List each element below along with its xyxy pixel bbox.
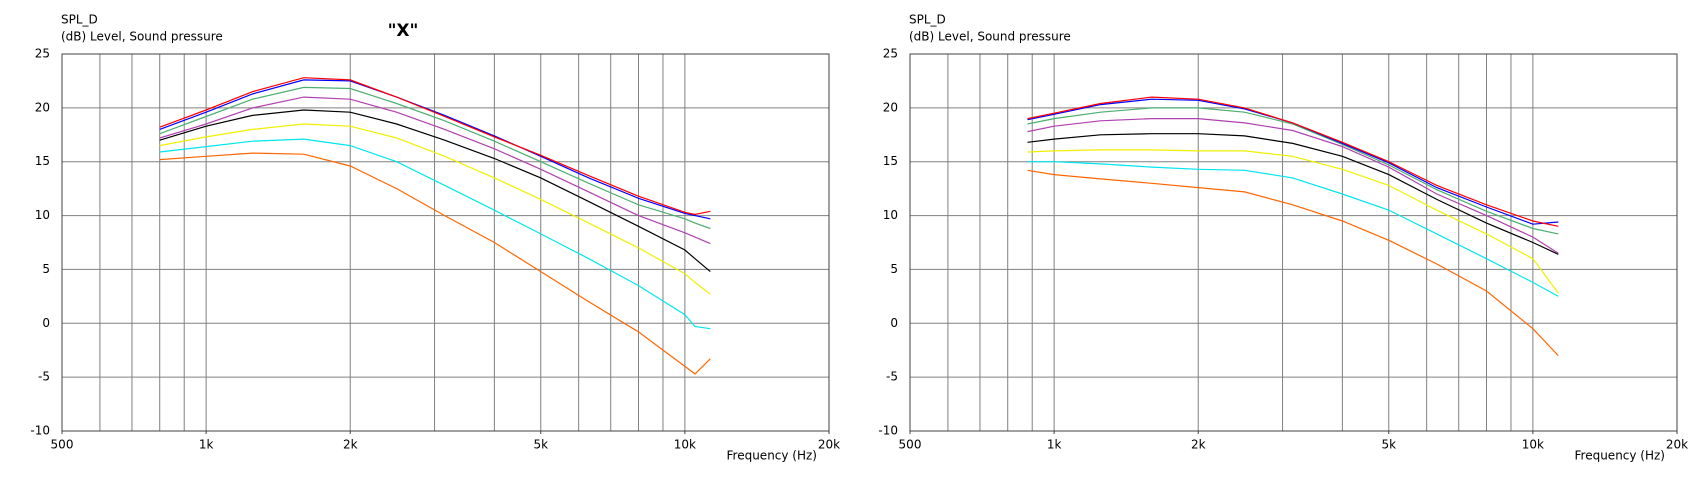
y-tick-label: 15 <box>883 154 898 168</box>
x-tick-label: 20k <box>1666 438 1688 452</box>
x-tick-label: 1k <box>1047 438 1062 452</box>
x-tick-label: 5k <box>1381 438 1396 452</box>
y-axis-label: (dB) Level, Sound pressure <box>909 30 1071 44</box>
y-tick-label: 0 <box>42 316 50 330</box>
y-tick-label: 20 <box>35 100 50 114</box>
y-tick-label: 5 <box>890 262 898 276</box>
series-line <box>1027 161 1559 297</box>
axis-header: SPL_D <box>61 13 98 27</box>
y-tick-label: -10 <box>878 424 898 438</box>
x-tick-label: 10k <box>674 438 696 452</box>
x-tick-label: 2k <box>1191 438 1206 452</box>
series-line <box>1027 169 1559 357</box>
series-line <box>1027 149 1559 294</box>
series-line <box>159 96 711 245</box>
chart-title: "X" <box>388 21 419 41</box>
y-tick-label: 25 <box>883 47 898 61</box>
series-line <box>159 86 711 230</box>
y-axis-label: (dB) Level, Sound pressure <box>61 30 223 44</box>
y-tick-label: 0 <box>890 316 898 330</box>
axis-header: SPL_D <box>909 13 946 27</box>
x-tick-label: 5k <box>533 438 548 452</box>
plot-frame <box>61 53 830 432</box>
y-tick-label: 5 <box>42 262 50 276</box>
series-line <box>1027 96 1559 227</box>
y-tick-label: -10 <box>30 424 50 438</box>
series-line <box>159 77 711 216</box>
x-tick-label: 20k <box>818 438 840 452</box>
x-tick-label: 2k <box>343 438 358 452</box>
x-tick-label: 500 <box>51 438 74 452</box>
y-tick-label: -5 <box>38 370 50 384</box>
y-tick-label: 15 <box>35 154 50 168</box>
y-tick-label: 10 <box>883 208 898 222</box>
y-tick-label: 25 <box>35 47 50 61</box>
series-line <box>1027 133 1559 255</box>
series-line <box>159 109 711 273</box>
series-line <box>159 138 711 330</box>
x-tick-label: 10k <box>1522 438 1544 452</box>
x-tick-label: 500 <box>899 438 922 452</box>
plot-frame <box>909 53 1678 432</box>
x-axis-label: Frequency (Hz) <box>1575 449 1666 463</box>
x-axis-label: Frequency (Hz) <box>727 449 818 463</box>
y-tick-label: -5 <box>886 370 898 384</box>
series-line <box>1027 107 1559 235</box>
y-tick-label: 20 <box>883 100 898 114</box>
series-line <box>1027 118 1559 254</box>
series-line <box>159 152 711 375</box>
series-line <box>159 79 711 220</box>
x-tick-label: 1k <box>199 438 214 452</box>
y-tick-label: 10 <box>35 208 50 222</box>
series-line <box>159 123 711 295</box>
